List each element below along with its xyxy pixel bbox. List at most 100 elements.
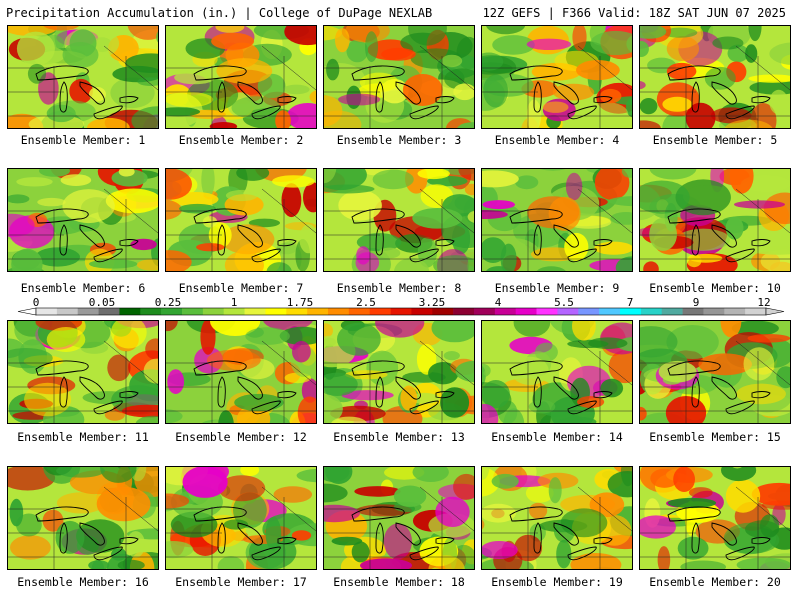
ensemble-member-map bbox=[165, 466, 317, 570]
scale-arrow-left bbox=[17, 307, 37, 316]
ensemble-member-label: Ensemble Member: 1 bbox=[20, 133, 146, 147]
ensemble-member-label: Ensemble Member: 15 bbox=[649, 430, 781, 444]
scale-tick-label: 12 bbox=[757, 296, 771, 309]
ensemble-member-map bbox=[481, 168, 633, 272]
precipitation-field bbox=[482, 467, 632, 569]
scale-color-swatch bbox=[369, 308, 391, 315]
precipitation-field bbox=[166, 467, 316, 569]
ensemble-member-map bbox=[323, 168, 475, 272]
precipitation-field bbox=[640, 321, 790, 423]
ensemble-member-label: Ensemble Member: 11 bbox=[17, 430, 149, 444]
precipitation-field bbox=[324, 467, 474, 569]
ensemble-member-map bbox=[639, 168, 791, 272]
ensemble-member-label: Ensemble Member: 9 bbox=[494, 281, 620, 295]
precipitation-field bbox=[166, 26, 316, 128]
precipitation-field bbox=[8, 467, 158, 569]
scale-tick-label: 7 bbox=[626, 296, 634, 309]
precipitation-field bbox=[640, 26, 790, 128]
scale-color-swatch bbox=[432, 308, 454, 315]
scale-tick-label: 0 bbox=[32, 296, 40, 309]
scale-color-swatch bbox=[474, 308, 496, 315]
ensemble-member-map bbox=[165, 168, 317, 272]
scale-color-swatch bbox=[557, 308, 579, 315]
ensemble-member-map bbox=[165, 320, 317, 424]
scale-color-swatch bbox=[661, 308, 683, 315]
precipitation-field bbox=[324, 321, 474, 423]
scale-color-swatch bbox=[682, 308, 704, 315]
ensemble-member-label: Ensemble Member: 5 bbox=[652, 133, 778, 147]
ensemble-member-label: Ensemble Member: 13 bbox=[333, 430, 465, 444]
scale-color-swatch bbox=[411, 308, 433, 315]
precipitation-field bbox=[482, 169, 632, 271]
precipitation-field bbox=[640, 169, 790, 271]
scale-tick-label: 9 bbox=[692, 296, 700, 309]
ensemble-member-label: Ensemble Member: 20 bbox=[649, 575, 781, 589]
scale-color-swatch bbox=[56, 308, 79, 315]
scale-color-swatch bbox=[348, 308, 371, 315]
scale-tick-label: 1 bbox=[230, 296, 238, 309]
ensemble-member-map bbox=[165, 25, 317, 129]
scale-tick-label: 3.25 bbox=[418, 296, 446, 309]
ensemble-member-label: Ensemble Member: 19 bbox=[491, 575, 623, 589]
precipitation-field bbox=[324, 26, 474, 128]
map-title: Precipitation Accumulation (in.) | Colle… bbox=[6, 6, 433, 20]
scale-tick-label: 0.25 bbox=[154, 296, 182, 309]
scale-color-swatch bbox=[161, 308, 183, 315]
scale-tick-label: 5.5 bbox=[554, 296, 574, 309]
scale-color-swatch bbox=[703, 308, 725, 315]
scale-arrow-right bbox=[765, 307, 785, 316]
scale-color-swatch bbox=[77, 308, 99, 315]
ensemble-member-map bbox=[7, 168, 159, 272]
scale-color-swatch bbox=[515, 308, 537, 315]
scale-color-swatch bbox=[286, 308, 308, 315]
scale-color-swatch bbox=[640, 308, 663, 315]
ensemble-member-map bbox=[639, 320, 791, 424]
precipitation-field bbox=[8, 169, 158, 271]
ensemble-member-map bbox=[323, 466, 475, 570]
precipitation-field bbox=[640, 467, 790, 569]
precipitation-field bbox=[166, 169, 316, 271]
model-run-info: 12Z GEFS | F366 Valid: 18Z SAT JUN 07 20… bbox=[482, 6, 786, 20]
ensemble-member-map bbox=[639, 25, 791, 129]
scale-color-swatch bbox=[307, 308, 329, 315]
ensemble-member-label: Ensemble Member: 10 bbox=[649, 281, 781, 295]
ensemble-member-map bbox=[481, 320, 633, 424]
precipitation-field bbox=[8, 321, 158, 423]
scale-color-swatch bbox=[536, 308, 558, 315]
scale-color-swatch bbox=[223, 308, 245, 315]
ensemble-member-map bbox=[323, 320, 475, 424]
scale-tick-label: 1.75 bbox=[286, 296, 314, 309]
scale-color-swatch bbox=[244, 308, 266, 315]
ensemble-member-label: Ensemble Member: 18 bbox=[333, 575, 465, 589]
scale-color-swatch bbox=[745, 308, 767, 315]
scale-color-swatch bbox=[119, 308, 141, 315]
ensemble-member-map bbox=[639, 466, 791, 570]
scale-tick-label: 2.5 bbox=[356, 296, 376, 309]
ensemble-member-map bbox=[481, 466, 633, 570]
scale-color-swatch bbox=[202, 308, 225, 315]
scale-color-swatch bbox=[620, 308, 642, 315]
scale-color-swatch bbox=[265, 308, 287, 315]
scale-color-swatch bbox=[494, 308, 517, 315]
scale-color-swatch bbox=[599, 308, 621, 315]
ensemble-member-label: Ensemble Member: 4 bbox=[494, 133, 620, 147]
ensemble-member-map bbox=[481, 25, 633, 129]
precipitation-field bbox=[482, 321, 632, 423]
scale-color-swatch bbox=[182, 308, 204, 315]
scale-color-swatch bbox=[36, 308, 58, 315]
scale-tick-label: 0.05 bbox=[88, 296, 116, 309]
ensemble-member-label: Ensemble Member: 14 bbox=[491, 430, 623, 444]
ensemble-member-label: Ensemble Member: 8 bbox=[336, 281, 462, 295]
ensemble-member-map bbox=[323, 25, 475, 129]
scale-color-swatch bbox=[724, 308, 746, 315]
ensemble-member-label: Ensemble Member: 6 bbox=[20, 281, 146, 295]
scale-color-swatch bbox=[328, 308, 350, 315]
ensemble-member-label: Ensemble Member: 17 bbox=[175, 575, 307, 589]
ensemble-member-map bbox=[7, 466, 159, 570]
precipitation-field bbox=[8, 26, 158, 128]
ensemble-member-map bbox=[7, 320, 159, 424]
precipitation-field bbox=[166, 321, 316, 423]
scale-color-swatch bbox=[578, 308, 600, 315]
precipitation-color-scale bbox=[17, 307, 785, 316]
ensemble-member-label: Ensemble Member: 2 bbox=[178, 133, 304, 147]
